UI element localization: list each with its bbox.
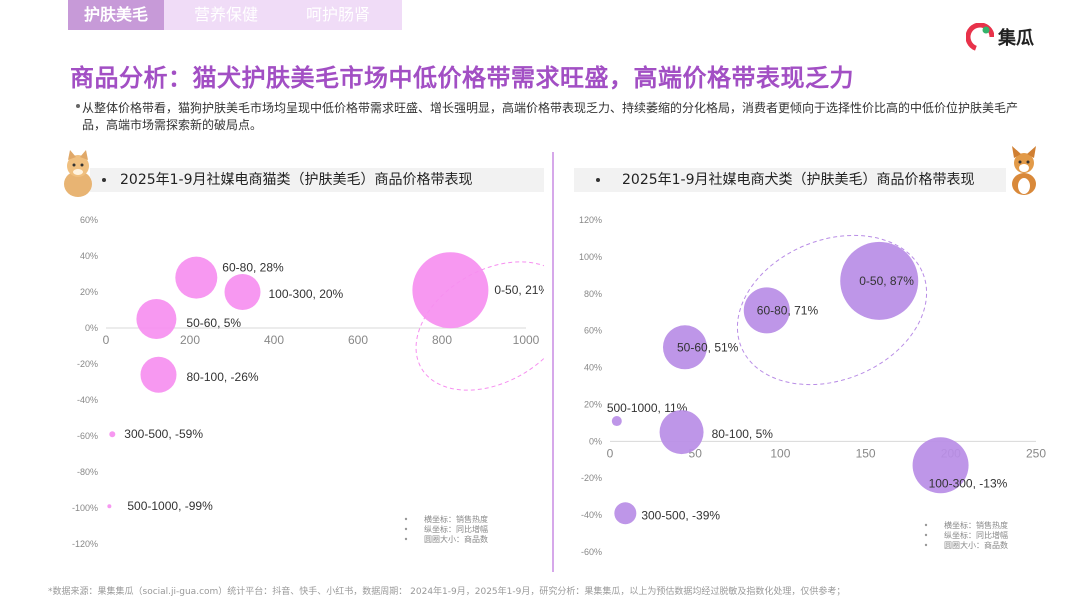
dog-bubble [840,241,919,320]
cat-y-tick-label: -20% [77,359,98,369]
cat-x-tick-label: 200 [180,333,200,347]
data-source-footnote: *数据来源：果集集瓜（social.ji-gua.com）统计平台：抖音、快手、… [48,587,846,597]
cat-y-tick-label: -120% [72,539,98,549]
page-title: 商品分析：猫犬护肤美毛市场中低价格带需求旺盛，高端价格带表现乏力 [70,64,854,92]
dog-x-tick-label: 0 [607,446,614,460]
cat-bubble [224,274,261,310]
dog-y-tick-label: -60% [581,547,602,557]
cat-bubble-chart: 60% 40% 20% 0% -20% -40% -60% -80% -100% -120% 0 20… [72,215,544,549]
cat-illustration-icon [64,150,92,197]
cat-bubble-label: 80-100, -26% [187,370,259,384]
cat-y-tick-label: 20% [80,287,98,297]
dog-legend-item: 纵坐标：同比增幅 [944,530,1008,540]
dog-bubble [611,416,622,427]
cat-bubble [140,356,177,393]
category-tabs: 护肤美毛 营养保健 呵护肠肾 [68,0,403,30]
tab-nutrition[interactable]: 营养保健 [164,0,285,30]
cat-x-tick-label: 0 [103,333,110,347]
dog-illustration-icon [1012,146,1036,195]
cat-bubble-label: 500-1000, -99% [127,499,213,513]
cat-legend-item: 圆圈大小：商品数 [424,534,488,544]
cat-bubble [175,256,218,299]
cat-y-tick-label: -100% [72,503,98,513]
cat-y-tick-label: -80% [77,467,98,477]
cat-y-tick-label: 0% [85,323,98,333]
bullet-icon [596,178,600,182]
dog-bubble-label: 300-500, -39% [641,508,720,522]
jigua-logo-icon [966,23,994,51]
dog-bubble [614,502,637,525]
dog-y-tick-label: 40% [584,363,602,373]
cat-bubble-label: 50-60, 5% [186,316,241,330]
dog-bubble-label: 50-60, 51% [677,340,739,354]
cat-y-tick-label: -40% [77,395,98,405]
dog-bubble [659,410,704,455]
cat-chart-panel: 2025年1-9月社媒电商猫类（护肤美毛）商品价格带表现 60% 40% 20% 0%… [64,168,544,560]
dog-legend-bullet [924,533,928,537]
cat-legend-bullet [404,527,408,531]
dog-chart-panel: 2025年1-9月社媒电商犬类（护肤美毛）商品价格带表现 120% 100% 80%… [574,168,1058,560]
cat-x-tick-label: 1000 [513,333,540,347]
dog-legend-item: 圆圈大小：商品数 [944,540,1008,550]
cat-legend-item: 纵坐标：同比增幅 [424,524,488,534]
dog-y-tick-label: 20% [584,399,602,409]
cat-bubble-label: 60-80, 28% [222,261,284,275]
dog-bubble [912,437,969,494]
dog-bubble [743,287,790,334]
dog-bubble-label: 500-1000, 11% [607,401,688,415]
bullet-icon [102,178,106,182]
dog-x-tick-label: 150 [856,446,876,460]
dog-legend-item: 横坐标：销售热度 [944,520,1008,530]
cat-chart-title: 2025年1-9月社媒电商猫类（护肤美毛）商品价格带表现 [90,168,544,192]
dog-bubble-label: 0-50, 87% [859,274,914,288]
dog-y-tick-label: -40% [581,510,602,520]
cat-legend-bullet [404,537,408,541]
cat-y-tick-label: -60% [77,431,98,441]
tab-skin-coat[interactable]: 护肤美毛 [68,0,165,30]
cat-x-tick-label: 400 [264,333,284,347]
cat-y-tick-label: 60% [80,215,98,225]
summary-text: 从整体价格带看，猫狗护肤美毛市场均呈现中低价格带需求旺盛、增长强明显，高端价格带… [82,101,1019,132]
cat-bubble [136,299,177,339]
cat-x-tick-label: 800 [432,333,452,347]
cat-bubble-label: 0-50, 21% [494,283,544,297]
dog-bubble-label: 100-300, -13% [929,476,1008,490]
dog-y-tick-label: 120% [579,215,602,225]
cat-bubble [107,504,112,509]
dog-x-tick-label: 100 [770,446,790,460]
cat-bubble [109,431,116,438]
dog-bubble [662,325,707,370]
brand-logo: 集瓜 [966,22,1034,52]
dog-y-tick-label: 80% [584,289,602,299]
dog-chart-title: 2025年1-9月社媒电商犬类（护肤美毛）商品价格带表现 [574,168,1006,192]
panel-divider [552,152,554,572]
dog-y-tick-label: 100% [579,252,602,262]
cat-bubble-label: 100-300, 20% [269,287,344,301]
cat-legend-bullet [404,517,408,521]
dog-y-tick-label: 0% [589,436,602,446]
tab-gut-kidney[interactable]: 呵护肠肾 [284,0,403,30]
dog-legend-bullet [924,523,928,527]
cat-bubble-label: 300-500, -59% [124,427,203,441]
dog-y-tick-label: -20% [581,473,602,483]
dog-y-tick-label: 60% [584,326,602,336]
dog-chart-title-text: 2025年1-9月社媒电商犬类（护肤美毛）商品价格带表现 [622,172,975,188]
dog-bubble-label: 80-100, 5% [712,427,774,441]
cat-bubble [412,252,489,329]
cat-legend-item: 横坐标：销售热度 [424,514,488,524]
dog-bubble-chart: 120%100%80%60%40%20%0%-20%-40%-60%0 50 100… [579,215,1046,557]
dog-x-tick-label: 250 [1026,446,1046,460]
cat-x-tick-label: 600 [348,333,368,347]
cat-chart-title-text: 2025年1-9月社媒电商猫类（护肤美毛）商品价格带表现 [120,172,473,188]
cat-y-tick-label: 40% [80,251,98,261]
dog-legend-bullet [924,543,928,547]
bullet-icon [76,104,80,108]
brand-name: 集瓜 [998,28,1034,49]
dog-bubble-label: 60-80, 71% [757,303,819,317]
